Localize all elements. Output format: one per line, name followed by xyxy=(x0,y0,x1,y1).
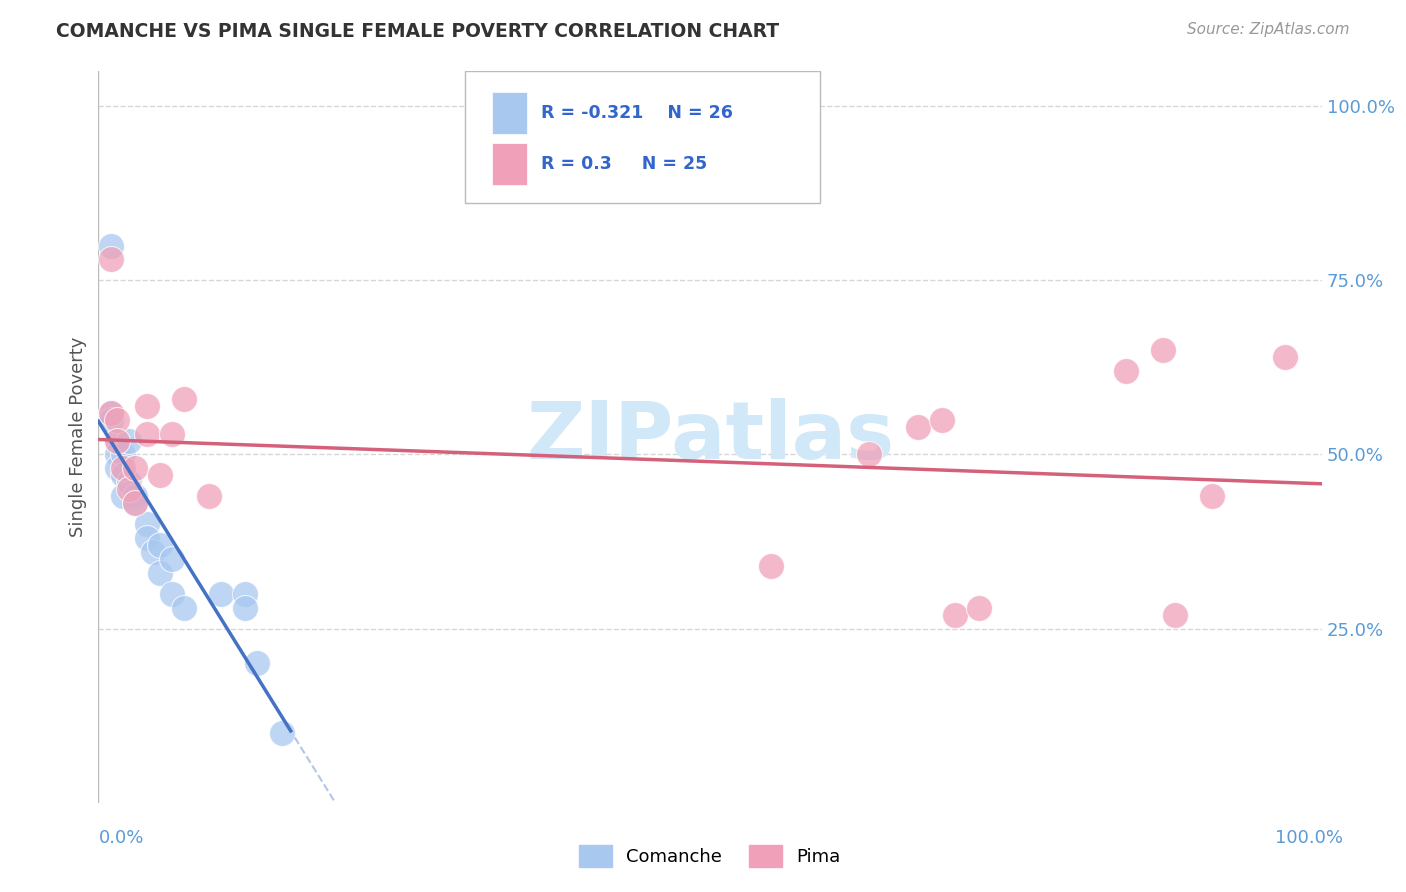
Point xyxy=(233,587,256,601)
Bar xyxy=(492,143,527,186)
Point xyxy=(173,392,195,406)
Point xyxy=(111,448,134,462)
Point xyxy=(118,483,141,497)
Point xyxy=(111,489,134,503)
Point xyxy=(858,448,880,462)
Point xyxy=(105,434,128,448)
Point xyxy=(209,587,232,601)
Point xyxy=(233,600,256,615)
Point xyxy=(1152,343,1174,357)
Point xyxy=(173,600,195,615)
Point xyxy=(111,461,134,475)
Point xyxy=(907,419,929,434)
Text: Source: ZipAtlas.com: Source: ZipAtlas.com xyxy=(1187,22,1350,37)
Point xyxy=(136,399,159,413)
Point xyxy=(967,600,990,615)
Point xyxy=(246,657,269,671)
Point xyxy=(142,545,165,559)
Point xyxy=(100,406,122,420)
Point xyxy=(124,461,146,475)
Text: R = 0.3     N = 25: R = 0.3 N = 25 xyxy=(541,155,707,173)
Point xyxy=(149,566,172,580)
Point xyxy=(761,558,783,573)
Point xyxy=(105,461,128,475)
Text: COMANCHE VS PIMA SINGLE FEMALE POVERTY CORRELATION CHART: COMANCHE VS PIMA SINGLE FEMALE POVERTY C… xyxy=(56,22,779,41)
Point xyxy=(118,434,141,448)
Point xyxy=(149,538,172,552)
Point xyxy=(111,468,134,483)
Point xyxy=(1201,489,1223,503)
Point xyxy=(1274,350,1296,364)
Point xyxy=(118,475,141,490)
Point xyxy=(124,496,146,510)
Point xyxy=(943,607,966,622)
Point xyxy=(197,489,219,503)
Point xyxy=(100,412,122,426)
Y-axis label: Single Female Poverty: Single Female Poverty xyxy=(69,337,87,537)
Point xyxy=(160,552,183,566)
FancyBboxPatch shape xyxy=(465,71,820,203)
Text: ZIPatlas: ZIPatlas xyxy=(526,398,894,476)
Point xyxy=(160,426,183,441)
Point xyxy=(105,448,128,462)
Text: 100.0%: 100.0% xyxy=(1275,829,1343,847)
Point xyxy=(124,496,146,510)
Point xyxy=(124,489,146,503)
Point xyxy=(105,412,128,426)
Point xyxy=(100,252,122,267)
Point xyxy=(270,726,294,740)
Point xyxy=(105,434,128,448)
Point xyxy=(100,406,122,420)
Text: R = -0.321    N = 26: R = -0.321 N = 26 xyxy=(541,104,733,122)
Point xyxy=(136,426,159,441)
Point xyxy=(931,412,953,426)
Point xyxy=(100,238,122,252)
Point xyxy=(136,531,159,545)
Text: 0.0%: 0.0% xyxy=(98,829,143,847)
Bar xyxy=(492,92,527,135)
Point xyxy=(136,517,159,532)
Point xyxy=(149,468,172,483)
Point xyxy=(1164,607,1187,622)
Legend: Comanche, Pima: Comanche, Pima xyxy=(572,838,848,874)
Point xyxy=(160,587,183,601)
Point xyxy=(1115,364,1137,378)
